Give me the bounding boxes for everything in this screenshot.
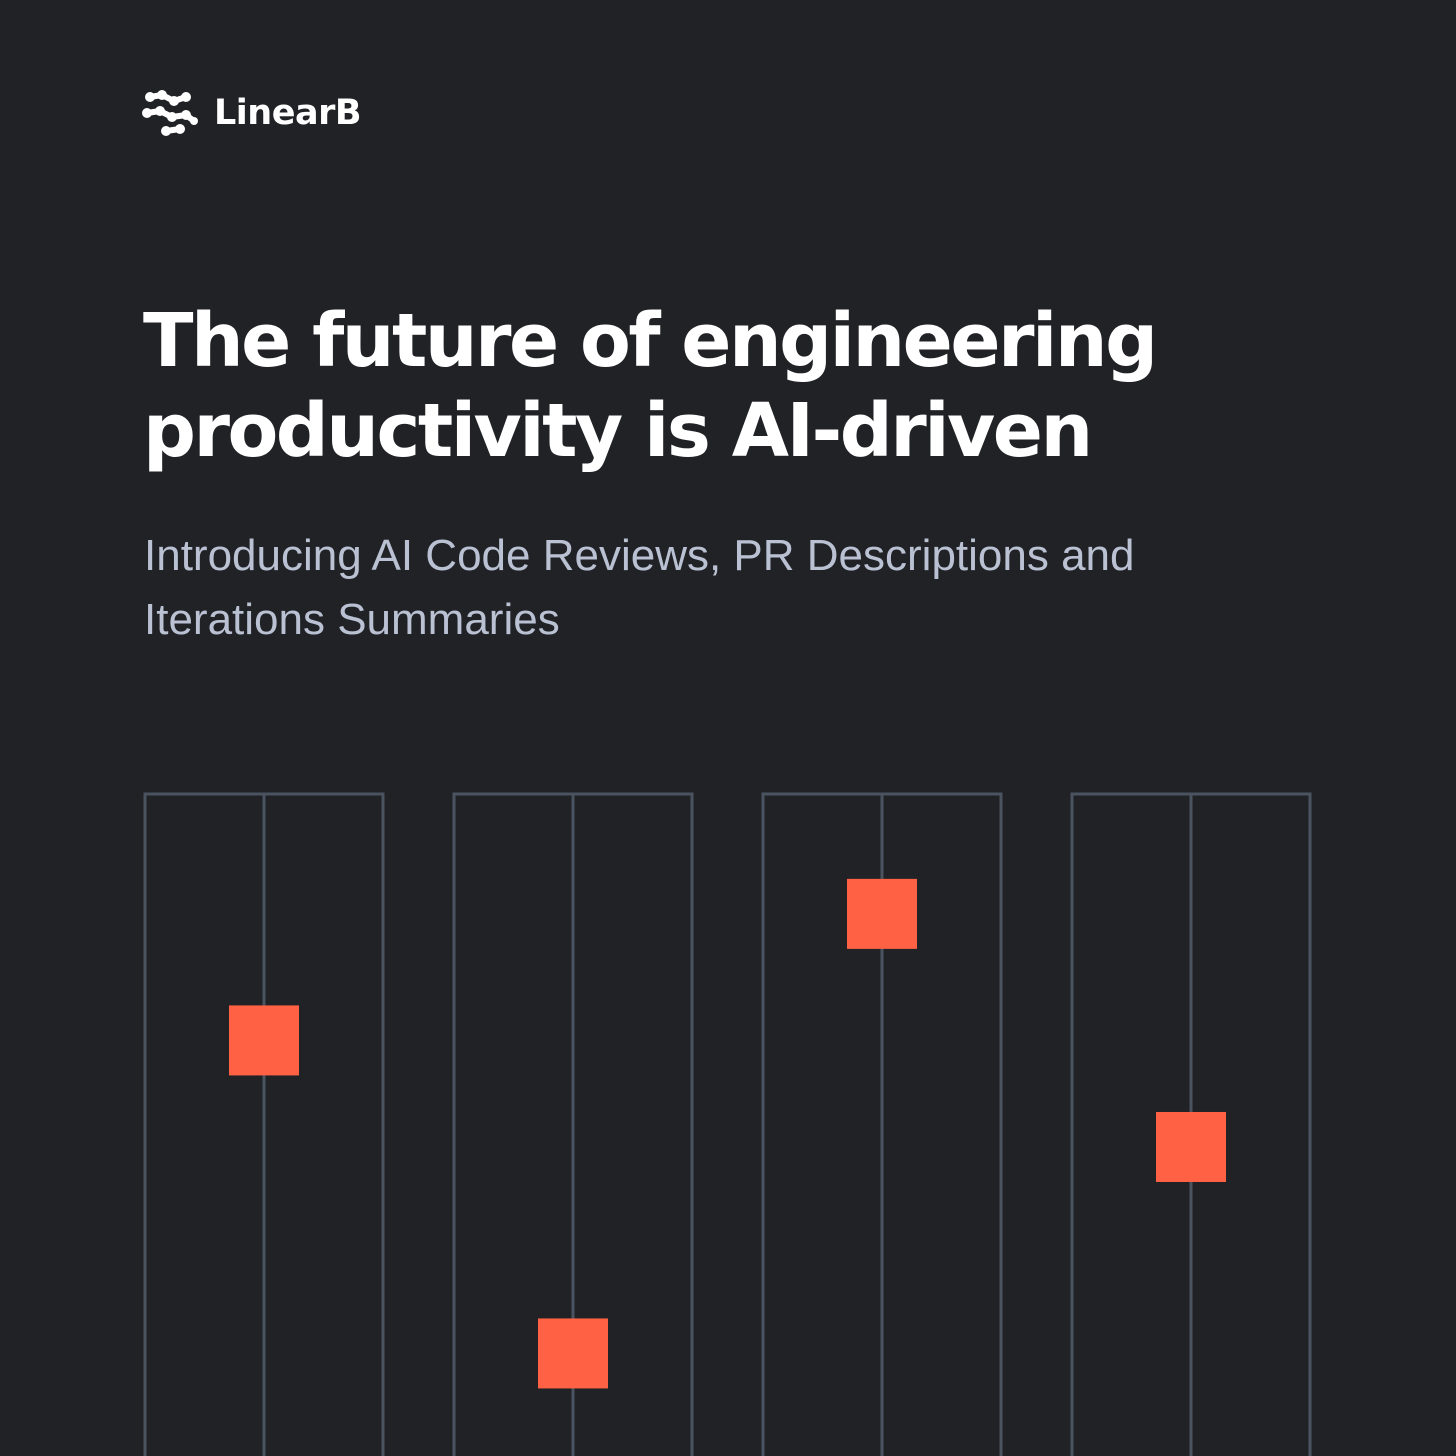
brand-logo: LinearB [142, 86, 362, 140]
brand-name: LinearB [214, 93, 362, 133]
slider-marker [538, 1318, 608, 1389]
slider-marker [847, 878, 917, 949]
headline: The future of engineering productivity i… [143, 298, 1158, 474]
slider-marker [1156, 1111, 1226, 1182]
subheadline: Introducing AI Code Reviews, PR Descript… [144, 531, 1135, 644]
linearb-logo-icon [142, 90, 198, 136]
slider-marker [229, 1005, 299, 1076]
